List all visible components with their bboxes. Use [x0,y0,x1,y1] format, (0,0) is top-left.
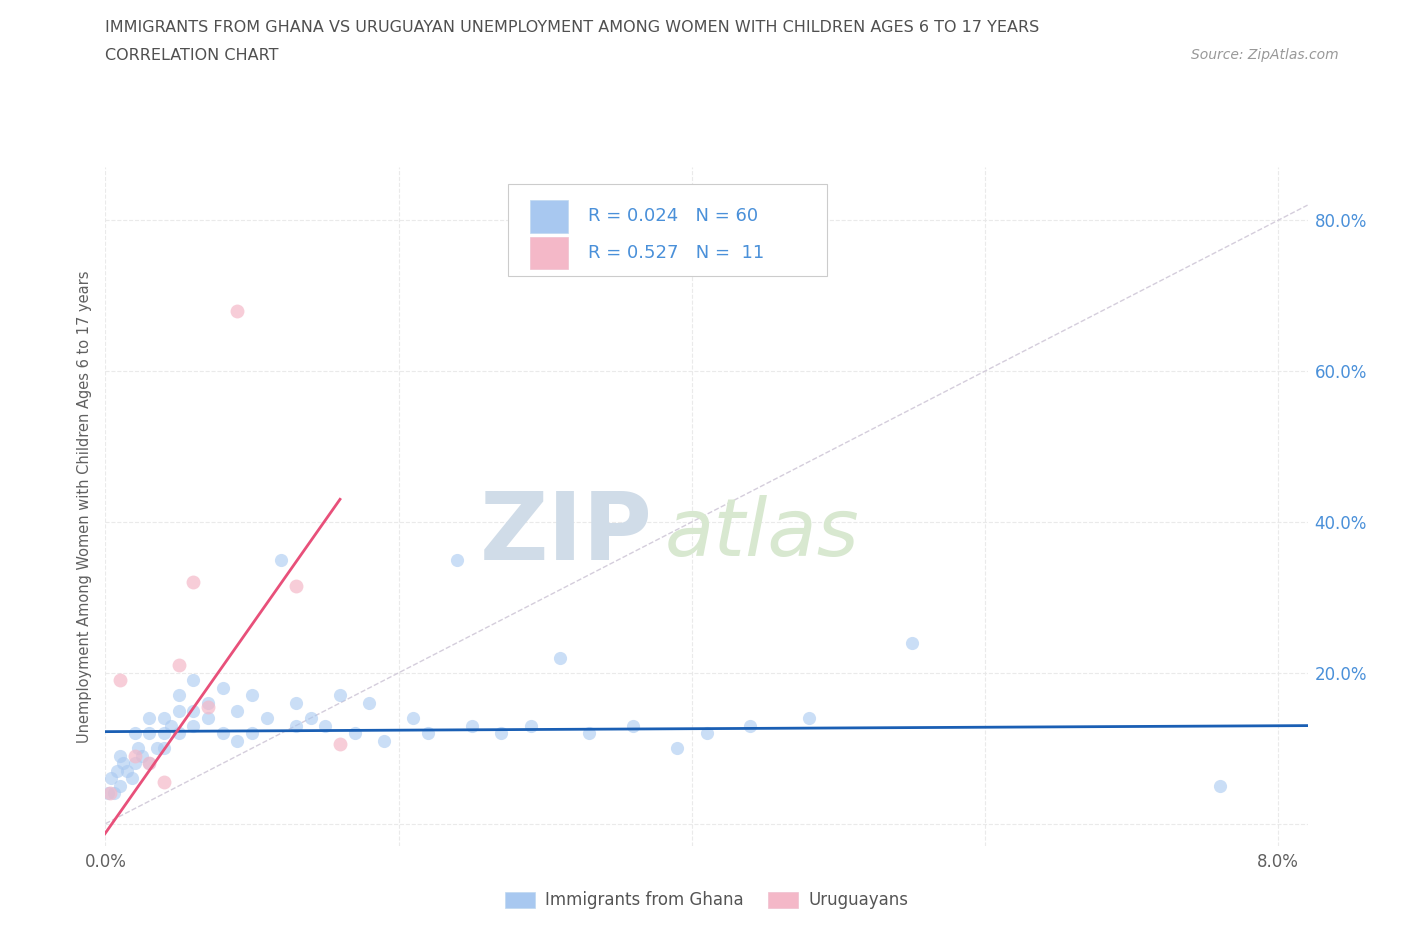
Point [285,696,308,711]
Text: R = 0.024   N = 60: R = 0.024 N = 60 [588,207,758,225]
Point [131,749,153,764]
Text: R = 0.527   N =  11: R = 0.527 N = 11 [588,244,763,262]
FancyBboxPatch shape [508,184,827,276]
Point [329,688,352,703]
Point [256,711,278,725]
Point [138,756,160,771]
Point [491,725,513,740]
Point [240,725,263,740]
Legend: Immigrants from Ghana, Uruguayans: Immigrants from Ghana, Uruguayans [498,884,915,916]
Point [124,749,146,764]
Text: atlas: atlas [665,495,859,573]
Point [359,696,381,711]
Point [153,725,176,740]
Point [578,725,600,740]
Point [226,733,249,748]
Point [621,718,644,733]
Text: CORRELATION CHART: CORRELATION CHART [105,48,278,63]
Point [696,725,718,740]
Point [167,688,190,703]
Point [211,725,233,740]
Point [211,681,233,696]
Point [270,552,292,567]
Point [299,711,322,725]
Point [183,575,205,590]
Point [127,741,149,756]
Point [167,703,190,718]
FancyBboxPatch shape [530,237,568,270]
Point [240,688,263,703]
Point [197,696,219,711]
Point [226,703,249,718]
Point [153,711,176,725]
Text: IMMIGRANTS FROM GHANA VS URUGUAYAN UNEMPLOYMENT AMONG WOMEN WITH CHILDREN AGES 6: IMMIGRANTS FROM GHANA VS URUGUAYAN UNEMP… [105,20,1039,35]
Point [138,711,160,725]
FancyBboxPatch shape [530,200,568,232]
Point [153,775,176,790]
Point [183,718,205,733]
Point [314,718,336,733]
Point [124,725,146,740]
Point [112,756,135,771]
Point [343,725,366,740]
Point [285,718,308,733]
Point [1208,778,1230,793]
Point [226,303,249,318]
Point [167,725,190,740]
Point [124,756,146,771]
Point [285,578,308,593]
Point [97,786,120,801]
Point [145,741,167,756]
Point [446,552,468,567]
Point [519,718,541,733]
Point [108,778,131,793]
Point [138,756,160,771]
Point [138,725,160,740]
Point [160,718,183,733]
Point [105,764,128,778]
Point [98,786,121,801]
Point [461,718,484,733]
Point [100,771,122,786]
Point [402,711,425,725]
Point [197,699,219,714]
Text: Source: ZipAtlas.com: Source: ZipAtlas.com [1191,48,1339,62]
Point [548,650,571,665]
Text: ZIP: ZIP [479,488,652,580]
Point [183,703,205,718]
Point [121,771,143,786]
Point [197,711,219,725]
Point [666,741,689,756]
Point [797,711,820,725]
Point [108,673,131,688]
Point [108,749,131,764]
Point [153,741,176,756]
Point [416,725,439,740]
Point [167,658,190,672]
Point [900,635,922,650]
Point [373,733,395,748]
Point [183,673,205,688]
Point [103,786,125,801]
Y-axis label: Unemployment Among Women with Children Ages 6 to 17 years: Unemployment Among Women with Children A… [76,271,91,743]
Point [329,737,352,751]
Point [740,718,762,733]
Point [117,764,139,778]
